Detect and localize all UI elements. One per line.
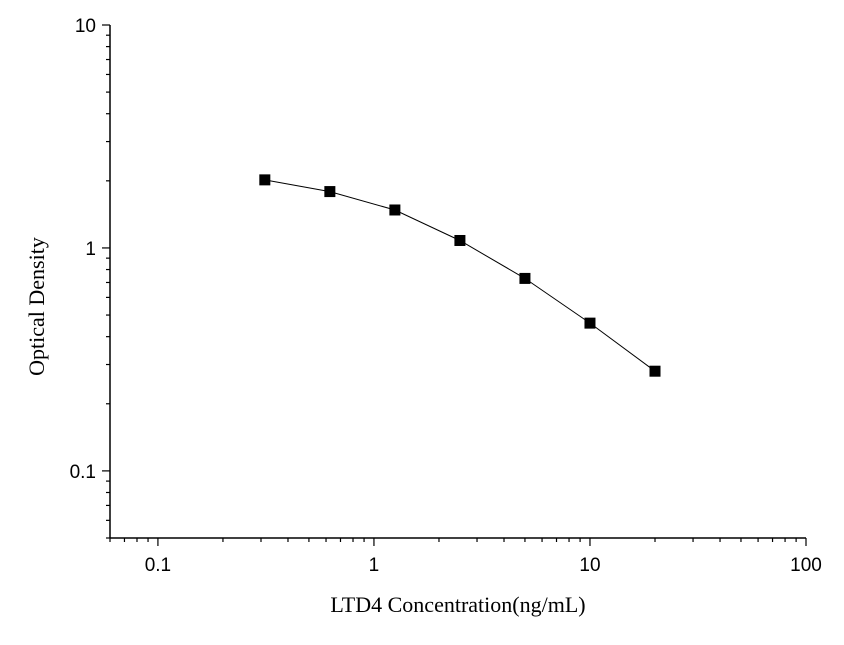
data-point-marker <box>584 317 596 329</box>
data-point-marker <box>324 186 336 198</box>
series-group <box>259 174 661 377</box>
axes <box>109 25 806 539</box>
y-axis-title: Optical Density <box>24 237 49 376</box>
x-tick-label: 0.1 <box>145 555 171 576</box>
x-tick-label: 100 <box>790 555 822 576</box>
y-tick-label: 10 <box>75 16 96 37</box>
data-point-marker <box>649 365 661 377</box>
data-point-marker <box>454 234 466 246</box>
data-point-marker <box>389 204 401 216</box>
y-tick-label: 1 <box>85 239 96 260</box>
y-tick-label: 0.1 <box>70 462 96 483</box>
axis-ticks <box>102 24 807 546</box>
x-axis-title: LTD4 Concentration(ng/mL) <box>330 592 585 617</box>
x-tick-label: 1 <box>369 555 380 576</box>
x-tick-label: 10 <box>579 555 600 576</box>
tick-labels: 0.1 1 10 100 0.1 1 10 <box>70 16 822 576</box>
series-line <box>264 179 656 372</box>
data-point-marker <box>259 174 271 186</box>
data-point-marker <box>519 272 531 284</box>
